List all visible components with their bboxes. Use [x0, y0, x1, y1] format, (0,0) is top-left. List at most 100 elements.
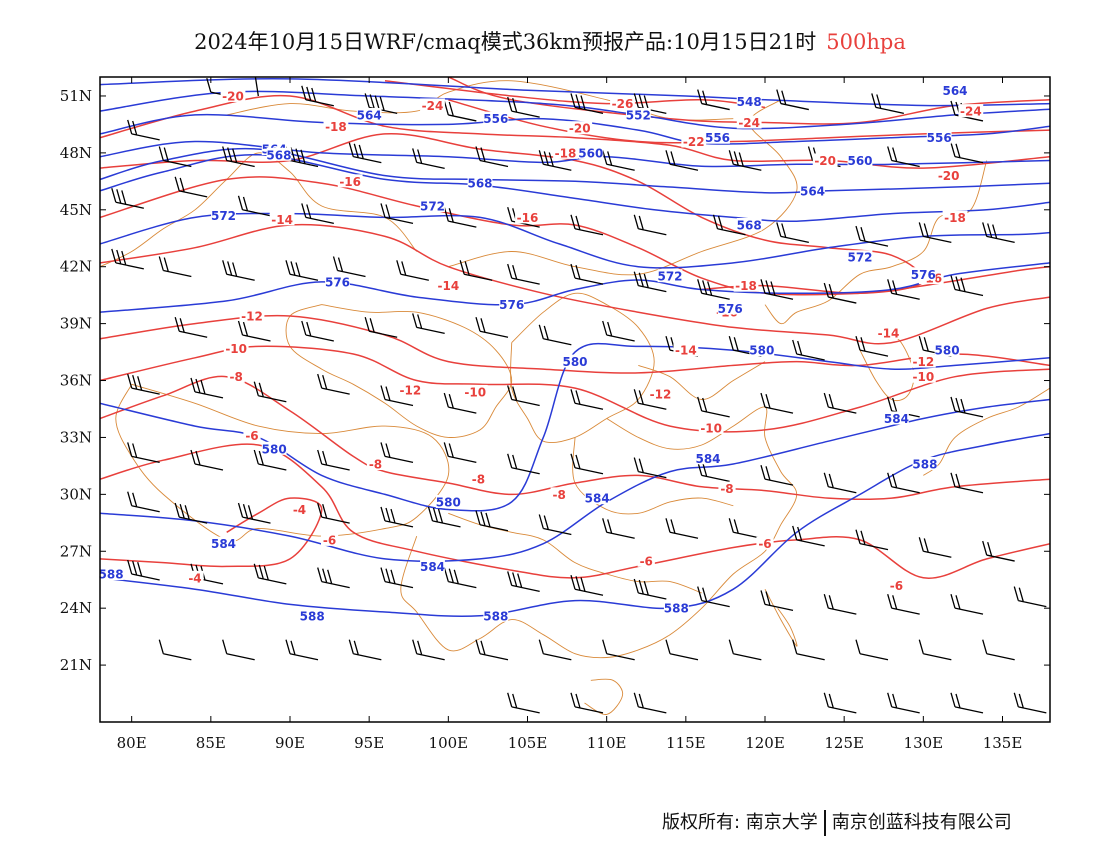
wind-barb: [190, 449, 224, 471]
height-contour-label-bg: [584, 491, 610, 505]
temperature-contour-label: -14: [675, 344, 697, 358]
wind-barb: [443, 100, 477, 122]
wind-barb: [412, 313, 445, 335]
wind-barb: [538, 324, 572, 346]
x-tick-label: 85E: [196, 734, 226, 752]
wind-barb: [570, 453, 604, 475]
temperature-contour-label: -14: [878, 327, 900, 341]
wind-barb: [443, 442, 477, 464]
wind-barb: [728, 150, 762, 171]
temperature-contour-label-bg: [733, 278, 759, 292]
height-contour-label-bg: [211, 208, 236, 222]
height-contour-label-bg: [847, 250, 873, 264]
temperature-contour-label-bg: [910, 369, 936, 383]
temperature-contour-label: -10: [225, 342, 247, 356]
height-contour-line: [100, 147, 1050, 194]
temperature-contour-label-bg: [239, 309, 265, 323]
x-tick-label: 105E: [508, 734, 548, 752]
temperature-contour-label-bg: [223, 341, 249, 355]
wind-barb: [412, 639, 445, 661]
map-background: [100, 77, 1050, 722]
temperature-contour-label: -22: [683, 135, 705, 149]
height-contour-label-bg: [847, 153, 873, 167]
height-contour-label: 576: [911, 268, 936, 282]
temperature-contour-label: -12: [399, 384, 421, 398]
wind-barb: [253, 563, 287, 585]
wind-barb: [475, 317, 509, 338]
wind-barb: [317, 502, 350, 524]
wind-barb: [823, 282, 857, 304]
temperature-contour-label-bg: [876, 326, 901, 340]
wind-barb: [396, 260, 429, 281]
temperature-contour-label: -24: [738, 116, 760, 130]
wind-barb: [111, 248, 144, 270]
height-contour-label: 564: [357, 108, 382, 122]
y-tick-label: 24N: [60, 599, 92, 617]
wind-barb: [174, 317, 208, 338]
footer-separator: [823, 810, 826, 836]
wind-barb: [301, 203, 334, 225]
height-contour-line: [100, 113, 1050, 145]
wind-barb: [237, 502, 271, 524]
temperature-contour-label-bg: [936, 168, 962, 182]
wind-barb: [823, 392, 857, 414]
height-contour-label-bg: [910, 267, 936, 281]
wind-barb: [222, 146, 255, 168]
temperature-contour-label-bg: [958, 104, 984, 118]
wind-barb: [127, 373, 160, 395]
temperature-contour-label-bg: [648, 386, 673, 400]
wind-barb: [602, 639, 635, 661]
wind-barb: [823, 594, 857, 615]
copyright-right: 南京创蓝科技有限公司: [831, 812, 1012, 833]
wind-barb: [380, 203, 414, 225]
wind-barb: [633, 214, 667, 236]
wind-barb: [760, 590, 794, 612]
wind-barb: [602, 320, 635, 342]
wind-barb: [190, 377, 224, 399]
wind-barb: [317, 567, 350, 589]
y-tick-label: 48N: [60, 144, 92, 162]
boundary-line: [115, 383, 450, 542]
temperature-contour-label: -8: [369, 458, 382, 472]
temperature-contour-label: -16: [517, 211, 539, 225]
temperature-contour-label-bg: [420, 98, 445, 112]
wind-barb: [570, 263, 604, 285]
y-tick-label: 21N: [60, 656, 92, 674]
height-contour-label: 560: [847, 154, 872, 168]
height-contour-label: 568: [737, 218, 762, 232]
height-contour-label: 576: [718, 302, 743, 316]
wind-barb: [760, 465, 794, 486]
wind-barb: [855, 336, 889, 357]
wind-barb: [697, 396, 730, 418]
temperature-contour-label: -6: [640, 554, 653, 568]
temperature-contour-label-bg: [673, 343, 699, 357]
wind-barb: [174, 176, 208, 198]
wind-barb: [728, 639, 762, 661]
wind-barb: [237, 195, 271, 217]
boundary-line: [510, 292, 655, 443]
wind-barb: [538, 514, 572, 536]
temperature-contour-line: [100, 497, 323, 568]
wind-barb: [712, 214, 746, 236]
wind-barb: [1013, 586, 1047, 608]
wind-barb: [538, 639, 572, 661]
temperature-contour-label: -24: [422, 99, 444, 113]
height-contour-label-bg: [562, 354, 588, 368]
boundary-line: [764, 588, 798, 647]
height-contour-label: 572: [211, 209, 236, 223]
height-contour-line: [100, 78, 1050, 107]
wind-barb: [222, 260, 255, 281]
temperature-contour-label: -6: [758, 537, 771, 551]
temperature-contour-label: -14: [271, 213, 293, 227]
wind-barb: [602, 150, 635, 171]
temperature-contour-label-bg: [610, 96, 635, 110]
height-contour-label: 580: [935, 344, 960, 358]
y-tick-label: 30N: [60, 485, 92, 503]
wind-barb: [222, 639, 255, 661]
temperature-contour-label: -4: [188, 571, 201, 585]
x-tick-label: 110E: [587, 734, 627, 752]
temperature-contour-label-bg: [887, 578, 906, 592]
height-contour-label: 588: [664, 602, 689, 616]
wind-barb: [950, 100, 984, 122]
height-contour-label-bg: [420, 199, 445, 212]
